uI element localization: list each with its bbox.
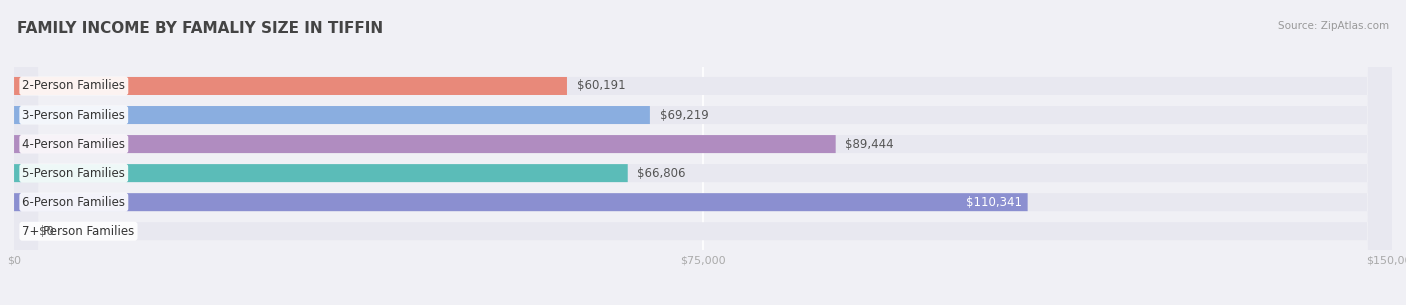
Text: 6-Person Families: 6-Person Families (22, 196, 125, 209)
FancyBboxPatch shape (14, 77, 567, 95)
Text: $69,219: $69,219 (659, 109, 709, 121)
FancyBboxPatch shape (14, 106, 650, 124)
Text: 5-Person Families: 5-Person Families (22, 167, 125, 180)
Text: $89,444: $89,444 (845, 138, 894, 151)
Text: 2-Person Families: 2-Person Families (22, 80, 125, 92)
FancyBboxPatch shape (14, 0, 1392, 305)
FancyBboxPatch shape (14, 193, 1028, 211)
Text: $0: $0 (39, 225, 53, 238)
FancyBboxPatch shape (14, 0, 1392, 305)
FancyBboxPatch shape (14, 0, 1392, 305)
Text: 4-Person Families: 4-Person Families (22, 138, 125, 151)
FancyBboxPatch shape (14, 164, 627, 182)
Text: $66,806: $66,806 (637, 167, 686, 180)
Text: $60,191: $60,191 (576, 80, 626, 92)
FancyBboxPatch shape (14, 135, 835, 153)
Text: 7+ Person Families: 7+ Person Families (22, 225, 135, 238)
Text: $110,341: $110,341 (966, 196, 1022, 209)
Text: Source: ZipAtlas.com: Source: ZipAtlas.com (1278, 21, 1389, 31)
FancyBboxPatch shape (14, 0, 1392, 305)
Text: FAMILY INCOME BY FAMALIY SIZE IN TIFFIN: FAMILY INCOME BY FAMALIY SIZE IN TIFFIN (17, 21, 382, 36)
FancyBboxPatch shape (14, 0, 1392, 305)
FancyBboxPatch shape (14, 0, 1392, 305)
Text: 3-Person Families: 3-Person Families (22, 109, 125, 121)
